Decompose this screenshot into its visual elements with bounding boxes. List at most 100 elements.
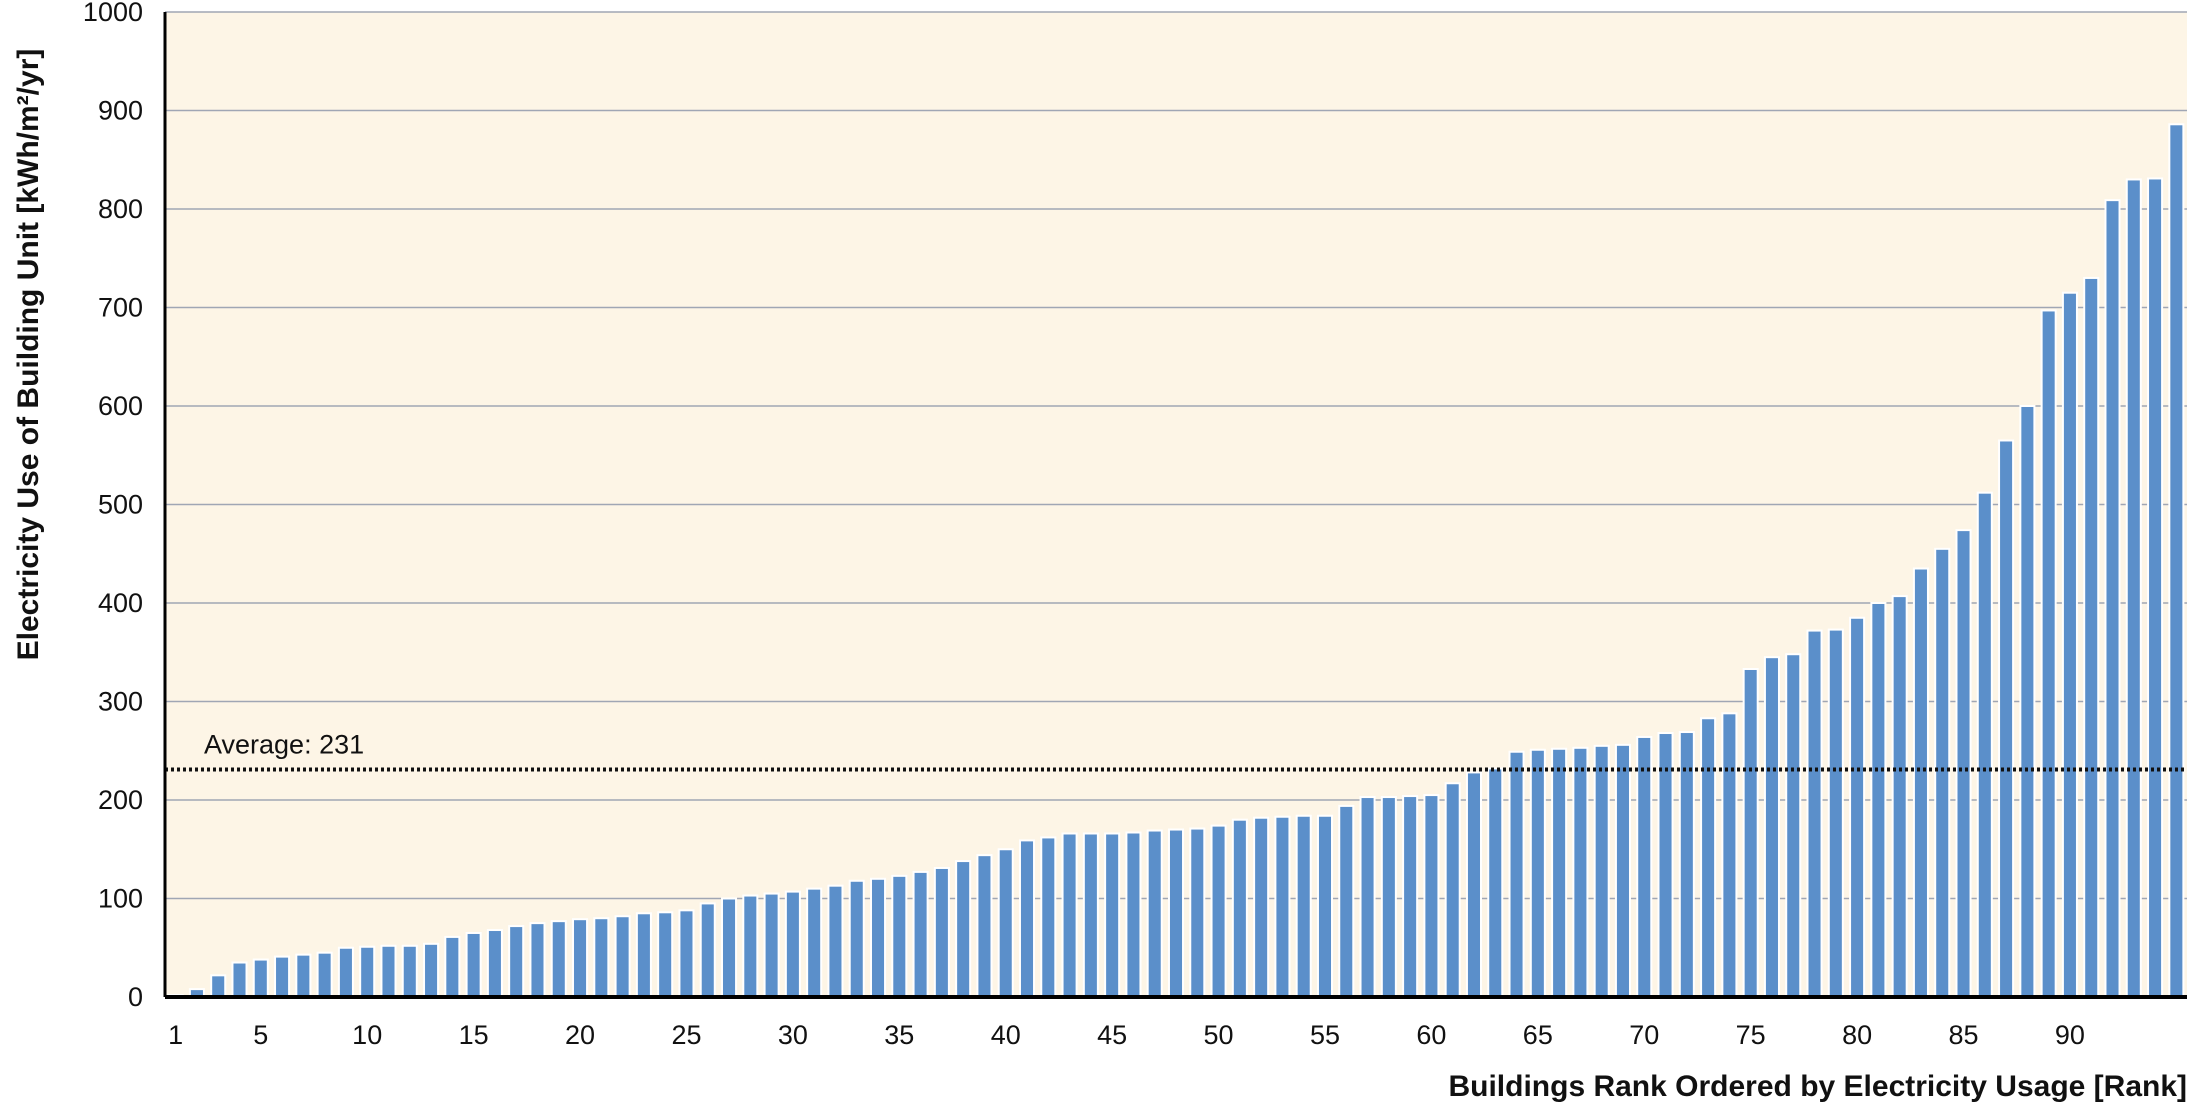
bar bbox=[529, 922, 546, 998]
bar bbox=[1849, 616, 1866, 999]
bar bbox=[401, 944, 418, 999]
x-tick-label: 15 bbox=[459, 1020, 489, 1050]
x-tick-label: 40 bbox=[991, 1020, 1021, 1050]
x-tick-label: 5 bbox=[253, 1020, 268, 1050]
bar bbox=[1104, 832, 1121, 998]
bar bbox=[2147, 177, 2164, 998]
bar bbox=[274, 955, 291, 998]
bar bbox=[1146, 829, 1163, 998]
bar bbox=[1274, 815, 1291, 998]
y-tick-label: 400 bbox=[98, 588, 143, 618]
x-tick-label: 60 bbox=[1416, 1020, 1446, 1050]
bar bbox=[1785, 653, 1802, 998]
bar bbox=[593, 917, 610, 999]
bar bbox=[848, 879, 865, 999]
bar bbox=[316, 951, 333, 998]
bar bbox=[1061, 832, 1078, 998]
bar bbox=[1359, 796, 1376, 998]
y-tick-labels: 0 100 200 300 400 500 600 700 800 900 1000 bbox=[83, 0, 143, 1012]
bar bbox=[1572, 746, 1589, 998]
bar bbox=[1508, 750, 1525, 998]
bar bbox=[1380, 796, 1397, 998]
bar bbox=[933, 866, 950, 999]
bar bbox=[742, 894, 759, 998]
bar bbox=[1912, 567, 1929, 999]
x-axis-title: Buildings Rank Ordered by Electricity Us… bbox=[1448, 1070, 2187, 1103]
bar bbox=[1593, 744, 1610, 999]
bar bbox=[572, 918, 589, 998]
x-tick-labels: 1 5 10 15 20 25 30 35 40 45 50 55 60 65 70 75 80 85 90 bbox=[168, 1020, 2085, 1050]
bar bbox=[2061, 291, 2078, 999]
bar bbox=[1827, 628, 1844, 998]
bar bbox=[1316, 814, 1334, 999]
x-tick-label: 70 bbox=[1629, 1020, 1659, 1050]
bar bbox=[295, 953, 312, 999]
bar bbox=[423, 942, 440, 998]
y-tick-label: 1000 bbox=[83, 0, 143, 27]
bar bbox=[231, 961, 248, 999]
bar bbox=[699, 902, 716, 998]
bar bbox=[657, 911, 674, 998]
bar bbox=[1423, 794, 1440, 999]
bar bbox=[2104, 199, 2121, 998]
bar bbox=[1721, 712, 1738, 998]
bar bbox=[1295, 814, 1312, 999]
bar bbox=[1189, 827, 1206, 998]
x-tick-label: 80 bbox=[1842, 1020, 1872, 1050]
bar bbox=[1402, 795, 1419, 998]
x-tick-label: 75 bbox=[1736, 1020, 1766, 1050]
average-label: Average: 231 bbox=[204, 729, 364, 759]
bar bbox=[1998, 439, 2015, 999]
bar bbox=[1040, 836, 1057, 998]
bar bbox=[337, 946, 354, 998]
bar bbox=[1657, 732, 1674, 999]
bar bbox=[1338, 804, 1355, 998]
y-tick-label: 800 bbox=[98, 194, 143, 224]
bar bbox=[486, 929, 503, 999]
bar bbox=[1125, 831, 1142, 998]
bar bbox=[1934, 547, 1951, 998]
bar bbox=[444, 935, 461, 998]
bar bbox=[2019, 405, 2036, 998]
bar bbox=[614, 915, 631, 998]
bar bbox=[1700, 717, 1717, 998]
bar bbox=[1082, 832, 1099, 998]
bar bbox=[976, 854, 993, 998]
bar bbox=[806, 887, 823, 999]
bar bbox=[465, 931, 482, 998]
bar bbox=[955, 860, 972, 998]
y-tick-label: 0 bbox=[128, 982, 143, 1012]
bar bbox=[359, 945, 376, 999]
gridlines bbox=[165, 11, 2187, 900]
bar bbox=[380, 944, 397, 999]
bar bbox=[1253, 816, 1270, 998]
x-tick-label: 85 bbox=[1948, 1020, 1978, 1050]
bar bbox=[1891, 595, 1908, 998]
y-tick-label: 100 bbox=[98, 884, 143, 914]
bar bbox=[997, 848, 1014, 998]
x-tick-label: 35 bbox=[884, 1020, 914, 1050]
bar bbox=[763, 892, 780, 999]
bar bbox=[1018, 839, 1036, 999]
bar bbox=[1678, 731, 1695, 998]
bar bbox=[827, 884, 844, 999]
bar bbox=[1167, 828, 1185, 998]
bar bbox=[1614, 743, 1631, 999]
bar bbox=[1742, 667, 1759, 998]
bar bbox=[1763, 656, 1780, 998]
bar bbox=[1806, 629, 1823, 999]
bar bbox=[1529, 748, 1546, 999]
bar bbox=[508, 925, 525, 999]
bar bbox=[784, 890, 801, 998]
bar bbox=[2040, 309, 2057, 998]
x-tick-label: 65 bbox=[1523, 1020, 1553, 1050]
bar bbox=[1551, 747, 1568, 999]
x-tick-label: 30 bbox=[778, 1020, 808, 1050]
bar bbox=[1231, 818, 1248, 999]
x-tick-label: 55 bbox=[1310, 1020, 1340, 1050]
bar bbox=[1465, 771, 1483, 998]
bar bbox=[869, 877, 887, 998]
x-tick-label: 10 bbox=[352, 1020, 382, 1050]
bar bbox=[912, 870, 929, 999]
